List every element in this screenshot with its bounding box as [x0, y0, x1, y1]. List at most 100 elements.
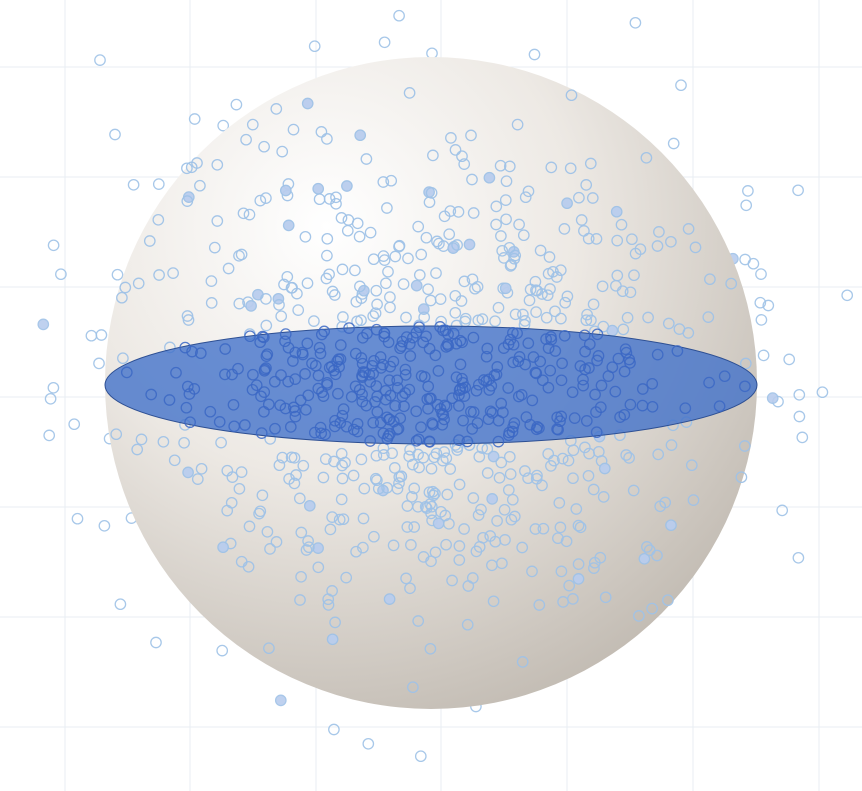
data-point — [237, 207, 250, 220]
data-point — [296, 348, 309, 361]
data-point — [685, 459, 698, 472]
data-point — [219, 343, 232, 355]
data-point — [443, 228, 456, 241]
data-point — [735, 471, 748, 484]
data-point — [240, 133, 252, 146]
data-point — [275, 310, 288, 323]
data-point — [150, 636, 162, 649]
data-point — [492, 435, 505, 448]
data-point — [299, 368, 311, 380]
data-point — [537, 522, 550, 535]
data-point — [629, 16, 642, 29]
data-point — [230, 98, 243, 111]
data-point — [470, 384, 483, 397]
data-point — [738, 440, 751, 452]
data-point — [152, 213, 165, 226]
data-point — [93, 357, 105, 370]
data-point — [369, 396, 381, 408]
data-point — [393, 240, 405, 253]
data-point — [295, 526, 308, 539]
data-point — [377, 176, 390, 188]
data-point — [380, 277, 392, 290]
data-point — [472, 509, 485, 521]
data-point — [395, 470, 408, 483]
data-point — [462, 580, 475, 592]
data-point — [609, 385, 622, 398]
data-point — [413, 321, 425, 334]
data-point — [453, 434, 465, 446]
data-point — [95, 329, 108, 341]
data-point — [337, 311, 349, 323]
data-point — [458, 390, 471, 402]
data-point — [263, 642, 275, 655]
data-point — [388, 462, 401, 474]
data-point — [560, 535, 573, 548]
data-point — [438, 210, 451, 223]
data-point — [580, 314, 593, 327]
data-point — [333, 513, 346, 526]
data-point — [233, 482, 246, 495]
data-point — [410, 405, 423, 418]
data-point — [458, 158, 471, 170]
data-point — [403, 450, 416, 463]
data-point — [315, 328, 328, 341]
data-point — [507, 356, 520, 369]
data-point — [491, 515, 503, 527]
data-point — [783, 353, 796, 366]
data-point — [437, 408, 450, 421]
data-point — [439, 509, 452, 522]
data-point — [595, 379, 608, 392]
data-point — [111, 268, 124, 281]
data-point — [302, 535, 314, 547]
data-point — [665, 439, 678, 451]
data-point — [527, 351, 540, 363]
data-point — [204, 405, 217, 418]
data-point — [509, 249, 522, 262]
data-point — [381, 411, 393, 424]
data-point — [226, 471, 239, 483]
data-point — [420, 231, 433, 244]
data-point — [182, 466, 194, 479]
data-point — [659, 496, 672, 509]
data-point — [529, 366, 542, 379]
data-point — [589, 388, 601, 401]
data-point — [440, 452, 453, 465]
data-point — [323, 193, 336, 205]
data-point — [562, 454, 575, 467]
data-point — [94, 54, 106, 66]
data-point — [403, 87, 416, 99]
data-point — [455, 295, 468, 307]
data-point — [429, 487, 441, 500]
data-point — [530, 423, 543, 436]
data-point — [412, 433, 425, 446]
data-point — [37, 318, 50, 331]
data-point — [507, 327, 519, 339]
data-point — [275, 369, 287, 381]
data-point — [408, 521, 421, 533]
data-point — [384, 301, 396, 314]
data-point — [378, 36, 391, 49]
data-point — [412, 615, 425, 627]
data-point — [325, 360, 338, 373]
data-point — [369, 307, 382, 320]
data-point — [343, 322, 355, 334]
data-point — [542, 267, 555, 280]
data-point — [429, 546, 442, 559]
data-point — [279, 402, 292, 415]
data-point — [665, 519, 677, 532]
data-point — [143, 235, 156, 247]
data-point — [347, 469, 360, 482]
data-point — [420, 502, 433, 514]
data-point — [427, 149, 439, 162]
data-point — [531, 469, 543, 482]
data-point — [300, 403, 312, 416]
data-point — [181, 195, 194, 207]
data-point — [227, 398, 240, 411]
data-point — [530, 367, 543, 380]
data-point — [713, 400, 726, 413]
data-point — [336, 263, 349, 276]
data-point — [131, 443, 144, 456]
data-point — [555, 312, 567, 325]
data-point — [754, 296, 767, 309]
data-point — [473, 450, 486, 463]
